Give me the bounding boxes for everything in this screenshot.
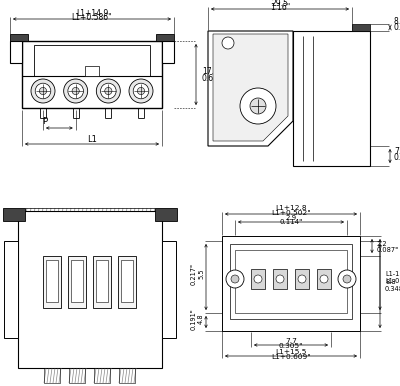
Bar [118,256,136,308]
Text: 17.7: 17.7 [202,67,219,76]
Bar [10,34,28,41]
Text: L1: L1 [87,134,97,144]
Text: 0.087": 0.087" [377,247,399,253]
Bar [352,24,370,31]
Circle shape [35,83,51,99]
Circle shape [31,79,55,103]
Bar [4,241,18,338]
Text: L1-1.9: L1-1.9 [385,271,400,277]
Bar [162,41,174,63]
Text: 29.5: 29.5 [272,0,288,7]
Polygon shape [213,34,288,141]
Text: L1-0.075": L1-0.075" [385,278,400,284]
Bar [71,260,83,302]
Circle shape [39,87,46,95]
Text: 0.191": 0.191" [191,308,197,330]
Bar [235,250,347,313]
Text: 2.9: 2.9 [286,215,296,220]
Text: 5.5: 5.5 [198,269,204,279]
Circle shape [240,88,276,124]
Bar [68,256,86,308]
Circle shape [64,79,88,103]
Text: 0.071": 0.071" [246,275,270,281]
Bar [85,66,99,76]
Bar [121,260,133,302]
Bar [34,45,150,76]
Text: L1+0.586": L1+0.586" [72,14,112,22]
Text: 8.3: 8.3 [394,17,400,25]
Bar [293,31,370,166]
Circle shape [68,83,84,99]
Bar [94,368,110,383]
Bar [43,256,61,308]
Circle shape [254,275,262,283]
Text: 7.7: 7.7 [285,338,297,344]
Bar [119,368,135,383]
Circle shape [100,83,116,99]
Circle shape [231,275,239,283]
Bar [295,269,309,289]
Text: L1+15.5: L1+15.5 [275,349,307,355]
Text: 0.348": 0.348" [385,286,400,292]
Circle shape [96,79,120,103]
Circle shape [226,270,244,288]
Bar [93,256,111,308]
Text: 1.8: 1.8 [252,269,264,275]
Circle shape [298,275,306,283]
Text: 0.305": 0.305" [279,343,303,349]
Text: 1.16": 1.16" [270,3,290,12]
Text: 2.2: 2.2 [377,241,388,247]
Text: 0.28": 0.28" [394,154,400,163]
Text: 8.8: 8.8 [385,279,396,285]
Bar [156,34,174,41]
Bar [251,269,265,289]
Bar [18,211,162,368]
Bar [3,208,25,221]
Text: 0.217": 0.217" [191,263,197,285]
Bar [317,269,331,289]
Circle shape [250,98,266,114]
Bar [10,41,22,63]
Circle shape [320,275,328,283]
Text: L1+14.9: L1+14.9 [76,8,108,17]
Bar [69,368,85,383]
Circle shape [72,87,79,95]
Bar [44,368,60,383]
Bar [222,236,360,331]
Text: L1+12.8: L1+12.8 [275,205,307,211]
Text: 0.697": 0.697" [202,74,227,83]
Text: 0.114": 0.114" [279,220,303,225]
Circle shape [105,87,112,95]
Circle shape [276,275,284,283]
Text: L1+0.609": L1+0.609" [271,354,311,360]
Bar [96,260,108,302]
Text: L1+0.502": L1+0.502" [271,210,311,216]
Circle shape [138,87,145,95]
Bar [22,41,162,108]
Bar [155,208,177,221]
Bar [46,260,58,302]
Bar [162,241,176,338]
Text: 7.1: 7.1 [394,147,400,156]
Circle shape [222,37,234,49]
Polygon shape [208,31,293,146]
Text: P: P [42,117,48,125]
Text: 4.8: 4.8 [198,314,204,324]
Circle shape [133,83,149,99]
Circle shape [338,270,356,288]
Circle shape [343,275,351,283]
Bar [230,244,352,319]
Bar [273,269,287,289]
Text: 0.329": 0.329" [394,22,400,32]
Circle shape [129,79,153,103]
